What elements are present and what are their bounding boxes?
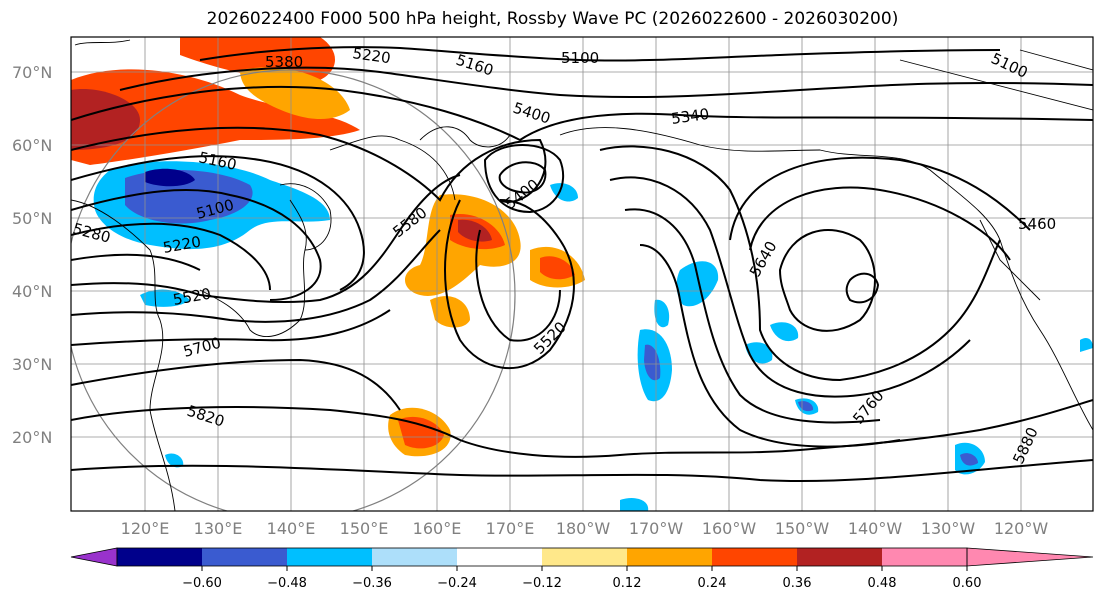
lon-label: 140°E [267, 519, 316, 538]
colorbar-tick-label: −0.60 [182, 576, 222, 591]
map-frame [70, 36, 1094, 512]
lon-label: 120°E [121, 519, 170, 538]
colorbar-swatch [712, 548, 797, 566]
colorbar-tick-label: −0.48 [267, 576, 307, 591]
height-contours [71, 46, 1093, 482]
lat-label: 40°N [12, 282, 52, 301]
anomaly-shading [71, 37, 1093, 511]
latitude-labels: 70°N 60°N 50°N 40°N 30°N 20°N [12, 63, 52, 447]
lon-label: 180°W [556, 519, 611, 538]
lon-label: 150°W [775, 519, 830, 538]
colorbar-tick-label: 0.60 [953, 576, 982, 591]
colorbar-tick-label: 0.36 [783, 576, 812, 591]
lat-label: 60°N [12, 136, 52, 155]
lon-label: 160°W [702, 519, 757, 538]
colorbar-tick-label: 0.24 [698, 576, 727, 591]
colorbar-tick-label: −0.36 [352, 576, 392, 591]
contour-label: 5340 [670, 105, 710, 128]
lat-label: 70°N [12, 63, 52, 82]
lon-label: 170°E [486, 519, 535, 538]
lat-label: 20°N [12, 428, 52, 447]
colorbar-swatch [372, 548, 457, 566]
contour-label: 5380 [265, 53, 303, 71]
lat-label: 50°N [12, 209, 52, 228]
range-ring [71, 69, 516, 511]
contour-label: 5100 [561, 49, 599, 67]
graticule [71, 37, 1093, 511]
lon-label: 130°E [194, 519, 243, 538]
colorbar-swatch [202, 548, 287, 566]
longitude-labels: 120°E 130°E 140°E 150°E 160°E 170°E 180°… [121, 519, 1049, 538]
lon-label: 150°E [340, 519, 389, 538]
colorbar: −0.60 −0.48 −0.36 −0.24 −0.12 0.12 0.24 … [70, 547, 1094, 591]
lon-label: 170°W [629, 519, 684, 538]
colorbar-tick-label: 0.48 [868, 576, 897, 591]
colorbar-extend-max [966, 547, 1094, 567]
contour-label: 5220 [351, 44, 391, 67]
colorbar-swatch [117, 548, 202, 566]
colorbar-swatch [457, 548, 542, 566]
colorbar-tick-label: 0.12 [613, 576, 642, 591]
lat-label: 30°N [12, 355, 52, 374]
colorbar-swatch [797, 548, 882, 566]
colorbar-swatch [542, 548, 627, 566]
lon-label: 130°W [921, 519, 976, 538]
map-panel: 5380 5220 5160 5100 5100 5400 5340 5160 … [70, 36, 1094, 512]
colorbar-tick-label: −0.12 [522, 576, 562, 591]
lon-label: 160°E [413, 519, 462, 538]
contour-label: 5460 [1018, 215, 1056, 233]
lon-label: 120°W [994, 519, 1049, 538]
colorbar-tick-label: −0.24 [437, 576, 477, 591]
colorbar-extend-min [70, 547, 118, 567]
colorbar-swatch [287, 548, 372, 566]
lon-label: 140°W [848, 519, 903, 538]
map-title: 2026022400 F000 500 hPa height, Rossby W… [206, 9, 899, 29]
colorbar-ticks [201, 566, 968, 571]
colorbar-swatch [627, 548, 712, 566]
colorbar-swatch [882, 548, 967, 566]
